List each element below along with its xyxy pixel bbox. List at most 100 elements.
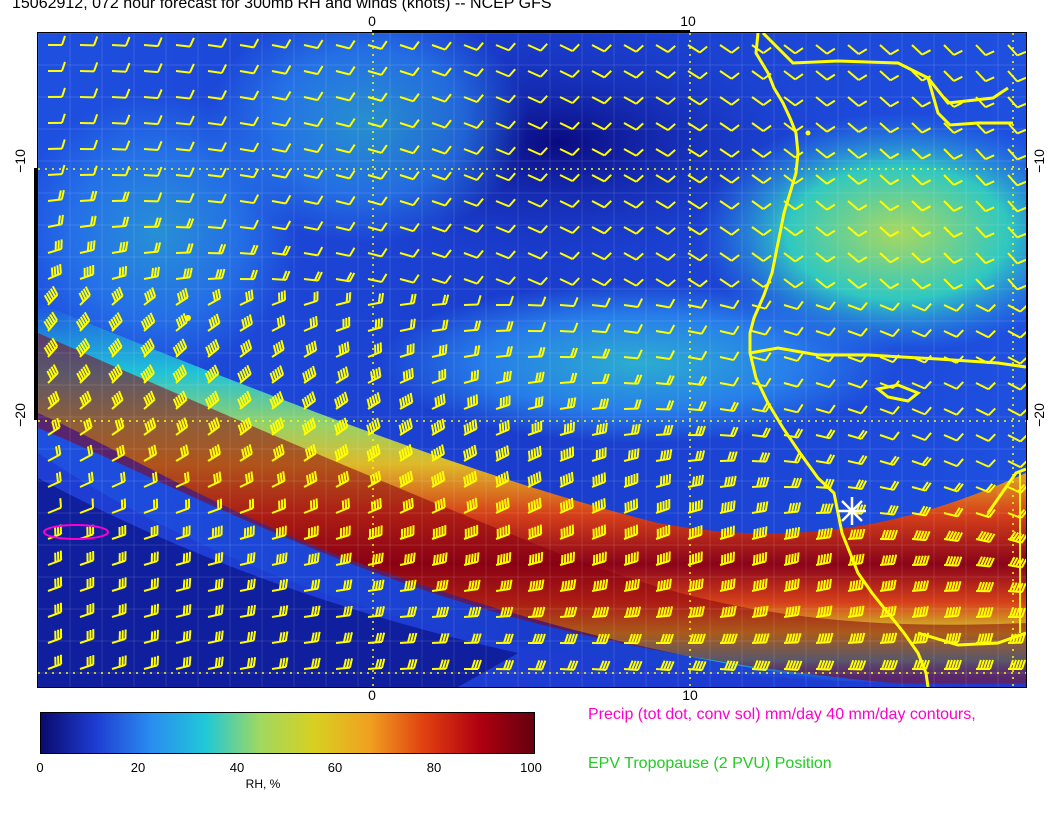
wind-barb-icon bbox=[815, 429, 836, 440]
wind-barb-icon bbox=[269, 390, 284, 410]
wind-barb-icon bbox=[559, 551, 576, 566]
wind-barb-icon bbox=[111, 216, 130, 228]
wind-barb-icon bbox=[655, 148, 676, 157]
wind-barb-icon bbox=[47, 113, 66, 124]
wind-barb-icon bbox=[47, 189, 65, 202]
wind-barb-icon bbox=[303, 552, 320, 566]
wind-barb-icon bbox=[399, 552, 416, 566]
x-tick-top-0: 0 bbox=[368, 13, 376, 29]
wind-barb-icon bbox=[303, 579, 321, 592]
wind-barb-icon bbox=[271, 525, 287, 540]
wind-barb-icon bbox=[207, 525, 223, 540]
wind-barb-icon bbox=[399, 579, 417, 592]
wind-barb-icon bbox=[1007, 96, 1026, 109]
wind-barb-icon bbox=[47, 444, 62, 462]
wind-barb-icon bbox=[719, 174, 740, 184]
wind-barb-icon bbox=[527, 660, 547, 671]
wind-barb-icon bbox=[367, 317, 383, 332]
wind-barb-icon bbox=[271, 116, 292, 127]
wind-barb-icon bbox=[623, 349, 643, 360]
wind-barb-icon bbox=[431, 145, 452, 155]
wind-barb-icon bbox=[783, 403, 804, 414]
wind-barb-icon bbox=[911, 555, 930, 566]
wind-barb-icon bbox=[175, 267, 193, 280]
wind-barb-icon bbox=[719, 500, 736, 514]
y-tick-left-20: −20 bbox=[11, 403, 28, 427]
wind-barb-icon bbox=[911, 328, 932, 338]
wind-barb-icon bbox=[559, 660, 579, 671]
wind-barb-icon bbox=[815, 226, 836, 237]
wind-barb-icon bbox=[911, 632, 930, 644]
x-tick-top-10: 10 bbox=[680, 13, 696, 29]
wind-barb-icon bbox=[527, 471, 542, 488]
wind-barb-icon bbox=[943, 432, 964, 442]
wind-barb-icon bbox=[207, 444, 221, 462]
wind-barb-icon bbox=[463, 470, 478, 488]
wind-barb-icon bbox=[495, 295, 514, 307]
wind-barb-icon bbox=[751, 96, 772, 106]
wind-barb-icon bbox=[847, 70, 868, 81]
wind-barb-icon bbox=[79, 62, 99, 73]
wind-barb-icon bbox=[239, 64, 260, 75]
wind-barb-icon bbox=[79, 88, 99, 99]
wind-barb-icon bbox=[204, 364, 220, 384]
wind-barb-icon bbox=[495, 606, 514, 618]
wind-barb-icon bbox=[815, 122, 836, 133]
wind-barb-icon bbox=[719, 44, 740, 54]
wind-barb-icon bbox=[271, 220, 292, 231]
wind-barb-icon bbox=[719, 148, 740, 158]
wind-barb-icon bbox=[335, 292, 352, 306]
wind-barb-icon bbox=[79, 190, 98, 202]
wind-barb-icon bbox=[47, 654, 63, 670]
wind-barb-icon bbox=[847, 122, 868, 133]
wind-barb-icon bbox=[111, 629, 127, 644]
wind-barb-icon bbox=[623, 122, 644, 131]
wind-barb-icon bbox=[559, 147, 580, 156]
wind-barb-icon bbox=[204, 390, 220, 410]
wind-barb-icon bbox=[335, 247, 356, 257]
precip-contour bbox=[43, 524, 109, 540]
wind-barb-icon bbox=[79, 36, 99, 47]
wind-barb-icon bbox=[207, 417, 221, 436]
lake bbox=[874, 383, 921, 403]
wind-barb-icon bbox=[623, 252, 644, 261]
border-central bbox=[749, 346, 1026, 369]
wind-barb-icon bbox=[431, 552, 448, 566]
wind-barb-icon bbox=[975, 278, 995, 291]
wind-barb-icon bbox=[687, 474, 704, 488]
wind-barb-icon bbox=[367, 118, 388, 128]
wind-barb-icon bbox=[367, 40, 388, 50]
wind-barb-icon bbox=[687, 425, 707, 437]
wind-barb-icon bbox=[271, 315, 286, 332]
wind-barb-icon bbox=[430, 444, 446, 462]
wind-barb-icon bbox=[847, 252, 868, 263]
wind-barb-icon bbox=[527, 445, 542, 462]
wind-barb-icon bbox=[975, 581, 995, 593]
wind-barb-icon bbox=[911, 148, 931, 160]
wind-barb-icon bbox=[879, 328, 900, 338]
wind-barb-icon bbox=[79, 240, 96, 254]
wind-barb-icon bbox=[591, 633, 611, 645]
wind-barb-icon bbox=[111, 140, 131, 151]
moist-region-west bbox=[38, 93, 298, 373]
wind-barb-icon bbox=[911, 200, 931, 212]
wind-barb-icon bbox=[975, 148, 995, 161]
wind-barb-icon bbox=[303, 143, 324, 154]
wind-barb-icon bbox=[879, 431, 900, 441]
wind-barb-icon bbox=[47, 576, 63, 592]
wind-barb-icon bbox=[623, 374, 643, 385]
wind-barb-icon bbox=[719, 605, 737, 618]
wind-barb-icon bbox=[687, 633, 706, 644]
wind-barb-icon bbox=[911, 406, 932, 416]
wind-barb-icon bbox=[367, 367, 382, 384]
wind-barb-icon bbox=[239, 604, 256, 618]
wind-barb-icon bbox=[335, 658, 353, 670]
wind-barb-icon bbox=[175, 630, 192, 644]
wind-barb-icon bbox=[431, 41, 452, 51]
wind-barb-icon bbox=[719, 70, 740, 80]
wind-barb-icon bbox=[463, 606, 482, 618]
wind-barb-icon bbox=[463, 320, 482, 332]
wind-barb-icon bbox=[527, 199, 548, 208]
wind-barb-icon bbox=[367, 552, 384, 566]
wind-barb-icon bbox=[367, 144, 388, 154]
